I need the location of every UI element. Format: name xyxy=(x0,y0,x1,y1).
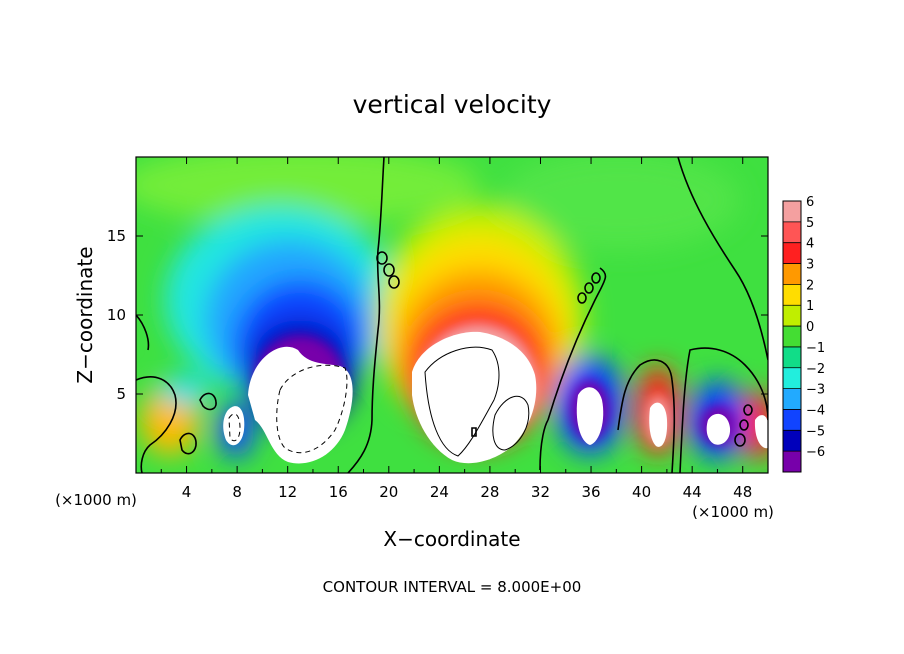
downdraft-core-right xyxy=(576,387,604,445)
colorbar-label: −2 xyxy=(806,362,825,377)
x-tick-label: 28 xyxy=(480,483,499,501)
x-axis-label: X−coordinate xyxy=(383,527,520,551)
heatmap-field xyxy=(136,157,768,473)
y-axis-label: Z−coordinate xyxy=(73,246,97,383)
x-tick-label: 32 xyxy=(531,483,550,501)
colorbar: 6 5 4 3 2 1 0 −1 −2 −3 −4 −5 −6 xyxy=(782,195,825,473)
colorbar-label: −4 xyxy=(806,403,825,418)
x-tick-label: 8 xyxy=(232,483,242,501)
colorbar-swatch xyxy=(783,367,801,390)
colorbar-swatch xyxy=(783,451,801,473)
x-tick-label: 36 xyxy=(581,483,600,501)
colorbar-swatch xyxy=(783,221,801,244)
colorbar-label: −1 xyxy=(806,341,825,356)
x-tick-label: 24 xyxy=(430,483,449,501)
x-axis-ticks: 4 8 12 16 20 24 28 32 36 40 44 48 xyxy=(160,157,752,501)
updraft-core-right xyxy=(649,402,668,447)
colorbar-label: 6 xyxy=(806,195,814,210)
colorbar-label: −5 xyxy=(806,424,825,439)
y-tick-label: 15 xyxy=(107,227,126,245)
y-tick-label: 5 xyxy=(116,385,126,403)
colorbar-label: −3 xyxy=(806,383,825,398)
colorbar-swatch xyxy=(783,430,801,452)
colorbar-label: 1 xyxy=(806,299,814,314)
y-axis-ticks: 5 10 15 xyxy=(107,227,768,403)
colorbar-label: 3 xyxy=(806,258,814,273)
colorbar-swatch xyxy=(783,242,801,265)
colorbar-label: −6 xyxy=(806,445,825,460)
downdraft-core-left xyxy=(248,346,353,464)
x-unit-label-left: (×1000 m) xyxy=(55,491,137,509)
colorbar-label: 5 xyxy=(806,216,814,231)
colorbar-label: 4 xyxy=(806,237,814,252)
x-unit-label-right: (×1000 m) xyxy=(692,503,774,521)
chart-title: vertical velocity xyxy=(353,90,552,119)
y-tick-label: 10 xyxy=(107,306,126,324)
colorbar-label: 0 xyxy=(806,320,814,335)
x-tick-label: 4 xyxy=(182,483,192,501)
colorbar-swatch xyxy=(783,346,801,369)
x-tick-label: 40 xyxy=(632,483,651,501)
colorbar-swatch xyxy=(783,284,801,306)
contour-lines-dashed xyxy=(228,364,348,454)
updraft-core-edge xyxy=(754,415,768,449)
colorbar-swatch xyxy=(783,305,801,327)
x-tick-label: 20 xyxy=(379,483,398,501)
colorbar-swatch xyxy=(783,388,801,410)
x-tick-label: 12 xyxy=(278,483,297,501)
colorbar-swatch xyxy=(783,263,801,285)
colorbar-label: 2 xyxy=(806,278,814,293)
updraft-core-center xyxy=(412,331,537,464)
contour-lines-thin xyxy=(424,346,530,457)
colorbar-swatch xyxy=(783,201,801,223)
contour-interval-note: CONTOUR INTERVAL = 8.000E+00 xyxy=(323,578,582,596)
colorbar-swatch xyxy=(783,409,801,431)
colorbar-swatch xyxy=(783,326,801,348)
contour-lines xyxy=(136,157,768,473)
downdraft-core-far-right xyxy=(706,413,731,445)
x-tick-label: 44 xyxy=(683,483,702,501)
x-tick-label: 16 xyxy=(329,483,348,501)
x-tick-label: 48 xyxy=(733,483,752,501)
